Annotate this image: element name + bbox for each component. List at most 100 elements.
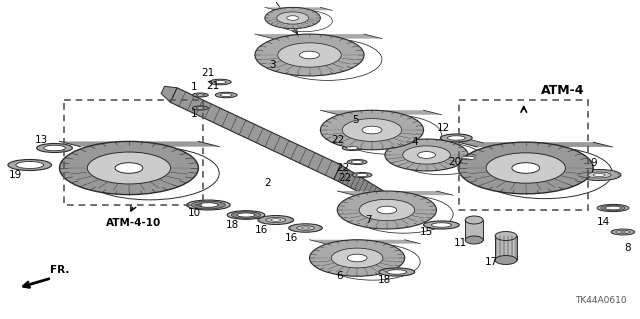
Ellipse shape <box>465 236 483 244</box>
Ellipse shape <box>193 93 208 97</box>
Ellipse shape <box>16 161 44 168</box>
Ellipse shape <box>220 93 232 97</box>
Ellipse shape <box>387 270 406 274</box>
Ellipse shape <box>310 240 404 276</box>
Ellipse shape <box>87 152 171 184</box>
Ellipse shape <box>601 205 625 211</box>
Ellipse shape <box>486 153 565 183</box>
Text: ATM-4-10: ATM-4-10 <box>106 218 161 228</box>
Ellipse shape <box>359 199 415 221</box>
Ellipse shape <box>461 156 475 160</box>
Text: 11: 11 <box>454 238 467 248</box>
Bar <box>465 220 483 240</box>
Ellipse shape <box>209 79 231 85</box>
Text: 20: 20 <box>448 157 461 167</box>
Text: TK44A0610: TK44A0610 <box>575 296 627 305</box>
Ellipse shape <box>258 216 294 225</box>
Ellipse shape <box>278 43 341 67</box>
Ellipse shape <box>255 34 364 76</box>
Ellipse shape <box>215 92 237 98</box>
Ellipse shape <box>266 218 285 222</box>
Ellipse shape <box>346 146 358 150</box>
Ellipse shape <box>342 119 402 141</box>
Text: 18: 18 <box>225 220 239 230</box>
Ellipse shape <box>620 231 626 233</box>
Ellipse shape <box>356 174 368 176</box>
Polygon shape <box>310 240 420 244</box>
Ellipse shape <box>403 146 451 164</box>
Ellipse shape <box>611 229 635 235</box>
Ellipse shape <box>44 145 65 151</box>
Ellipse shape <box>495 232 517 241</box>
Ellipse shape <box>342 145 362 151</box>
Text: 7: 7 <box>365 215 371 225</box>
Ellipse shape <box>577 169 621 181</box>
Text: 8: 8 <box>625 243 631 253</box>
Ellipse shape <box>296 226 314 230</box>
Text: 1: 1 <box>191 82 198 92</box>
Ellipse shape <box>616 230 630 234</box>
Ellipse shape <box>352 173 372 177</box>
Ellipse shape <box>193 106 208 110</box>
Ellipse shape <box>362 126 382 134</box>
Polygon shape <box>170 88 340 179</box>
Polygon shape <box>458 142 612 147</box>
Ellipse shape <box>191 201 225 209</box>
Text: 22: 22 <box>339 173 352 183</box>
Ellipse shape <box>424 221 460 229</box>
Text: 16: 16 <box>255 225 269 235</box>
Ellipse shape <box>332 248 383 268</box>
Text: 22: 22 <box>332 135 345 145</box>
Text: 16: 16 <box>285 233 298 243</box>
Text: 14: 14 <box>596 217 610 227</box>
Polygon shape <box>321 110 442 115</box>
Ellipse shape <box>512 163 540 173</box>
Ellipse shape <box>379 268 415 276</box>
Ellipse shape <box>301 227 310 229</box>
Polygon shape <box>60 141 220 147</box>
Ellipse shape <box>115 163 143 173</box>
Text: 10: 10 <box>188 208 201 218</box>
Text: 9: 9 <box>590 158 596 168</box>
Polygon shape <box>161 86 177 102</box>
Ellipse shape <box>495 256 517 264</box>
Text: 21: 21 <box>207 81 220 91</box>
Ellipse shape <box>337 191 436 229</box>
Ellipse shape <box>227 211 265 219</box>
Ellipse shape <box>196 94 204 96</box>
Ellipse shape <box>60 141 198 195</box>
Ellipse shape <box>597 204 629 211</box>
Ellipse shape <box>289 224 323 232</box>
Text: 18: 18 <box>378 275 392 285</box>
Ellipse shape <box>418 152 435 159</box>
Ellipse shape <box>593 174 605 176</box>
Ellipse shape <box>198 203 218 207</box>
Text: 3: 3 <box>269 60 276 70</box>
Text: 2: 2 <box>264 178 271 188</box>
Ellipse shape <box>351 160 363 164</box>
Polygon shape <box>334 165 385 203</box>
Text: ATM-4: ATM-4 <box>541 84 584 97</box>
Polygon shape <box>265 7 332 10</box>
Ellipse shape <box>231 212 260 218</box>
Text: 4: 4 <box>412 137 418 147</box>
Ellipse shape <box>196 107 204 109</box>
Ellipse shape <box>276 12 308 24</box>
Ellipse shape <box>431 223 451 227</box>
Text: 12: 12 <box>436 123 450 133</box>
Text: 13: 13 <box>35 135 48 145</box>
Ellipse shape <box>321 110 424 150</box>
Ellipse shape <box>588 172 611 178</box>
Ellipse shape <box>377 206 397 214</box>
Text: 17: 17 <box>484 257 498 267</box>
Ellipse shape <box>186 200 230 210</box>
Ellipse shape <box>265 7 321 29</box>
Polygon shape <box>255 34 382 39</box>
Ellipse shape <box>214 80 226 84</box>
Text: 22: 22 <box>337 163 350 173</box>
Ellipse shape <box>36 144 72 152</box>
Ellipse shape <box>287 16 299 20</box>
Text: 21: 21 <box>202 68 215 78</box>
Text: 15: 15 <box>420 227 433 237</box>
Ellipse shape <box>605 206 621 210</box>
